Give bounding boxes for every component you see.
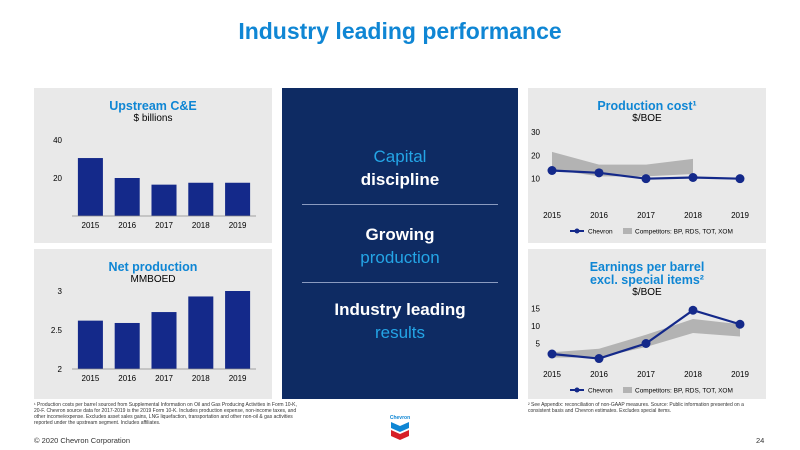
bar-2018 — [188, 182, 214, 216]
x-tick-label: 2017 — [155, 221, 173, 230]
x-tick-label: 2017 — [155, 374, 173, 383]
capital-label: Capital — [373, 147, 427, 166]
x-tick-label: 2018 — [684, 211, 702, 220]
legend-competitor-label: Competitors: BP, RDS, TOT, XOM — [635, 388, 733, 395]
results-label: results — [374, 323, 426, 342]
competitor-band — [552, 151, 693, 177]
x-tick-label: 2015 — [543, 370, 561, 379]
y-tick-label: 10 — [531, 175, 540, 184]
x-tick-label: 2017 — [637, 370, 655, 379]
net-production-title: Net production — [108, 260, 198, 274]
net-production-panel: Net production MMBOED 2 2.5 3 2015 2016 2017 2… — [34, 249, 272, 399]
bar-2017 — [151, 184, 177, 216]
chevron-point-2018 — [688, 173, 698, 182]
chevron-point-2016 — [594, 354, 604, 364]
bar-2015 — [77, 320, 103, 369]
divider-2 — [302, 282, 498, 283]
chevron-point-2017 — [641, 339, 651, 348]
divider-1 — [302, 204, 498, 205]
y-tick-label: 2 — [58, 365, 63, 374]
production-cost-title: Production cost¹ — [597, 99, 697, 113]
industry-leading-label: Industry leading — [334, 300, 466, 319]
x-tick-label: 2019 — [229, 221, 247, 230]
y-tick-label: 3 — [58, 287, 63, 296]
bar-2019 — [225, 291, 251, 369]
chevron-point-2019 — [735, 174, 745, 184]
footnote-right: ² See Appendix: reconciliation of non-GA… — [528, 402, 744, 414]
bar-2016 — [114, 322, 140, 369]
chevron-point-2015 — [547, 349, 557, 359]
legend-competitor-label: Competitors: BP, RDS, TOT, XOM — [635, 229, 733, 236]
earnings-chart: 5 10 15 2015 2016 2017 2018 2019 Chevron Competit… — [531, 305, 749, 395]
page-number: 24 — [756, 436, 765, 445]
center-highlights: Capital discipline Growing production In… — [282, 88, 518, 399]
bar-2015 — [77, 158, 103, 216]
upstream-ce-panel: Upstream C&E $ billions 20 40 2015 2016 2017… — [34, 88, 272, 243]
net-production-subtitle: MMBOED — [130, 274, 176, 285]
y-tick-label: 15 — [531, 305, 540, 314]
production-label: production — [360, 248, 440, 267]
upstream-ce-title: Upstream C&E — [109, 99, 197, 113]
x-tick-label: 2018 — [192, 221, 210, 230]
x-tick-label: 2017 — [637, 211, 655, 220]
x-tick-label: 2018 — [192, 374, 210, 383]
bar-2017 — [151, 312, 177, 369]
earnings-title: Earnings per barrel — [589, 260, 705, 274]
x-tick-label: 2015 — [543, 211, 561, 220]
x-tick-label: 2015 — [82, 374, 100, 383]
legend-competitor-swatch — [623, 387, 632, 393]
production-cost-panel: Production cost¹ $/BOE 10 20 30 2015 2016 201… — [528, 88, 766, 243]
competitor-band — [552, 319, 740, 358]
upstream-ce-subtitle: $ billions — [133, 113, 173, 124]
earnings-panel: Earnings per barrel excl. special items²… — [528, 249, 766, 399]
chevron-point-2015 — [547, 166, 557, 175]
x-tick-label: 2016 — [118, 221, 136, 230]
legend-competitor-swatch — [623, 228, 632, 234]
legend-chevron-label: Chevron — [588, 388, 613, 395]
x-tick-label: 2019 — [731, 211, 749, 220]
bar-2018 — [188, 296, 214, 369]
chevron-point-2017 — [641, 174, 651, 184]
chevron-point-2016 — [594, 168, 604, 178]
x-tick-label: 2016 — [590, 211, 608, 220]
x-tick-label: 2016 — [590, 370, 608, 379]
y-tick-label: 2.5 — [51, 326, 63, 335]
earnings-subtitle: $/BOE — [632, 287, 662, 298]
footnote-left: ¹ Production costs per barrel sourced fr… — [34, 402, 297, 426]
chevron-point-2019 — [735, 319, 745, 329]
page-title: Industry leading performance — [238, 18, 562, 44]
y-tick-label: 20 — [531, 151, 540, 160]
growing-label: Growing — [365, 225, 435, 244]
y-tick-label: 5 — [536, 340, 541, 349]
x-tick-label: 2019 — [731, 370, 749, 379]
bar-2016 — [114, 178, 140, 216]
production-cost-subtitle: $/BOE — [632, 113, 662, 124]
y-tick-label: 10 — [531, 322, 540, 331]
copyright: © 2020 Chevron Corporation — [34, 436, 130, 445]
y-tick-label: 20 — [53, 174, 62, 183]
y-tick-label: 30 — [531, 128, 540, 137]
chevron-point-2018 — [688, 305, 698, 315]
bar-2019 — [225, 182, 251, 216]
production-cost-chart: 10 20 30 2015 2016 2017 2018 2019 Chevron Competi… — [531, 128, 749, 236]
legend-chevron-marker — [574, 387, 580, 393]
earnings-title-2: excl. special items² — [590, 273, 704, 287]
discipline-label: discipline — [360, 170, 440, 189]
x-tick-label: 2016 — [118, 374, 136, 383]
chevron-logo: Chevron — [390, 415, 410, 440]
upstream-ce-chart: 20 40 2015 2016 2017 2018 2019 — [53, 136, 256, 230]
net-production-chart: 2 2.5 3 2015 2016 2017 2018 2019 — [51, 287, 256, 383]
x-tick-label: 2018 — [684, 370, 702, 379]
x-tick-label: 2015 — [82, 221, 100, 230]
legend-chevron-label: Chevron — [588, 229, 613, 236]
y-tick-label: 40 — [53, 136, 62, 145]
x-tick-label: 2019 — [229, 374, 247, 383]
legend-chevron-marker — [574, 228, 580, 234]
svg-text:Chevron: Chevron — [390, 415, 410, 421]
